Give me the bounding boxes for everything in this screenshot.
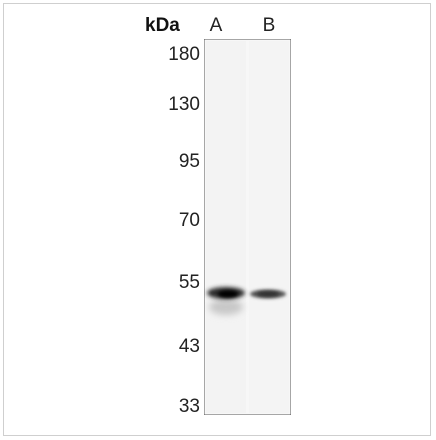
marker-55: 55 bbox=[178, 272, 200, 293]
unit-label: kDa bbox=[145, 15, 180, 36]
lane-a-band-halo bbox=[209, 299, 243, 315]
marker-95: 95 bbox=[178, 151, 200, 172]
marker-43: 43 bbox=[178, 336, 200, 357]
western-blot-membrane bbox=[204, 39, 291, 415]
lane-a-band-core bbox=[218, 290, 238, 298]
lane-a-background bbox=[206, 41, 246, 413]
lane-b-band-core bbox=[257, 291, 279, 297]
figure-frame: kDa A B 180 130 95 70 55 43 33 bbox=[3, 3, 431, 436]
marker-70: 70 bbox=[178, 210, 200, 231]
lane-b-background bbox=[249, 41, 289, 413]
lane-label-b: B bbox=[262, 15, 276, 36]
lane-label-a: A bbox=[209, 15, 223, 36]
marker-33: 33 bbox=[178, 396, 200, 417]
marker-180: 180 bbox=[168, 44, 200, 65]
marker-130: 130 bbox=[168, 94, 200, 115]
